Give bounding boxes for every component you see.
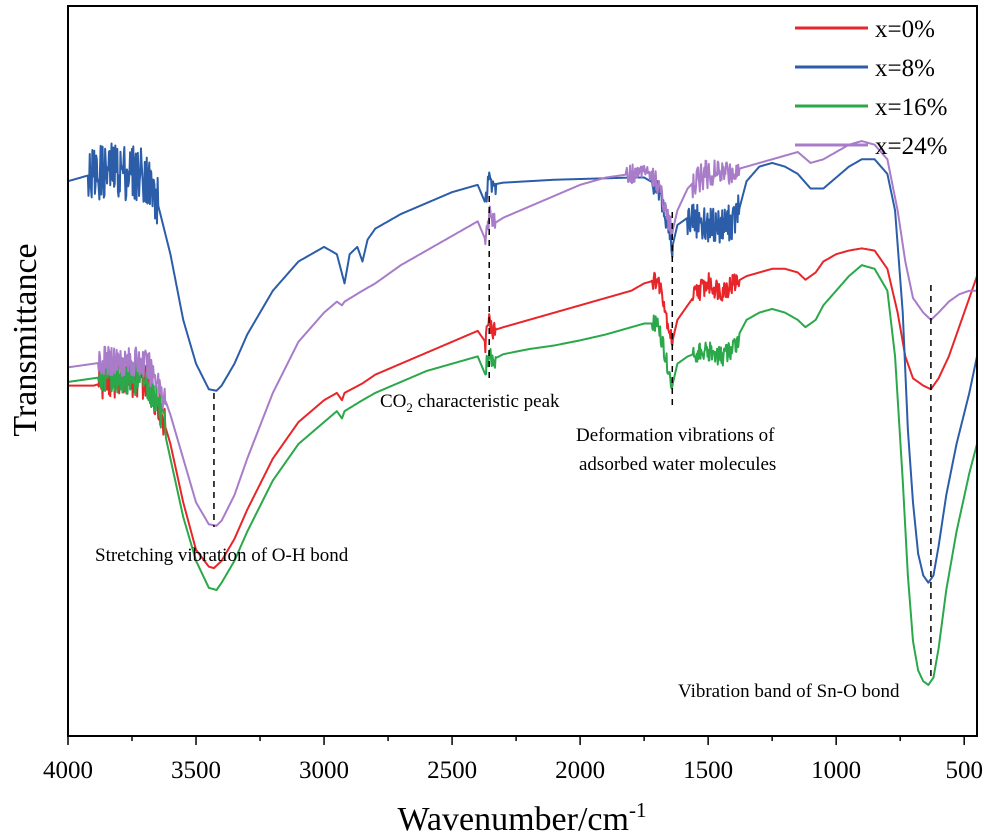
annotations: Stretching vibration of O-H bond CO2 cha… xyxy=(95,391,900,702)
x-tick-label-3500: 3500 xyxy=(171,757,221,784)
annotation-oh-stretch: Stretching vibration of O-H bond xyxy=(95,545,349,566)
series-line-0 xyxy=(67,247,978,570)
plot-frame xyxy=(67,5,978,737)
x-tick-label-2000: 2000 xyxy=(555,757,605,784)
x-tick-label-1500: 1500 xyxy=(683,757,733,784)
series-layer xyxy=(67,140,978,686)
series-line-1 xyxy=(67,142,978,584)
x-axis-title: Wavenumber/cm-1 xyxy=(398,798,647,838)
annotation-water-deformation-line2: adsorbed water molecules xyxy=(579,454,776,475)
legend-label-1: x=8% xyxy=(875,55,935,82)
peak-marker-lines xyxy=(213,196,932,676)
x-tick-label-2500: 2500 xyxy=(427,757,477,784)
series-line-3 xyxy=(67,140,978,527)
legend-label-0: x=0% xyxy=(875,16,935,43)
legend-label-3: x=24% xyxy=(875,133,947,160)
x-tick-label-1000: 1000 xyxy=(811,757,861,784)
x-tick-label-3000: 3000 xyxy=(299,757,349,784)
x-tick-label-500: 500 xyxy=(945,757,983,784)
x-axis-ticks: 4000 3500 3000 2500 2000 1500 1000 500 xyxy=(43,736,983,784)
y-axis-title: Transmittance xyxy=(7,243,44,436)
series-line-2 xyxy=(67,264,978,686)
annotation-sn-o-band: Vibration band of Sn-O bond xyxy=(678,681,900,702)
legend-label-2: x=16% xyxy=(875,94,947,121)
legend: x=0% x=8% x=16% x=24% xyxy=(795,16,947,160)
annotation-water-deformation-line1: Deformation vibrations of xyxy=(576,425,775,446)
x-tick-label-4000: 4000 xyxy=(43,757,93,784)
annotation-co2-peak: CO2 characteristic peak xyxy=(380,391,560,415)
